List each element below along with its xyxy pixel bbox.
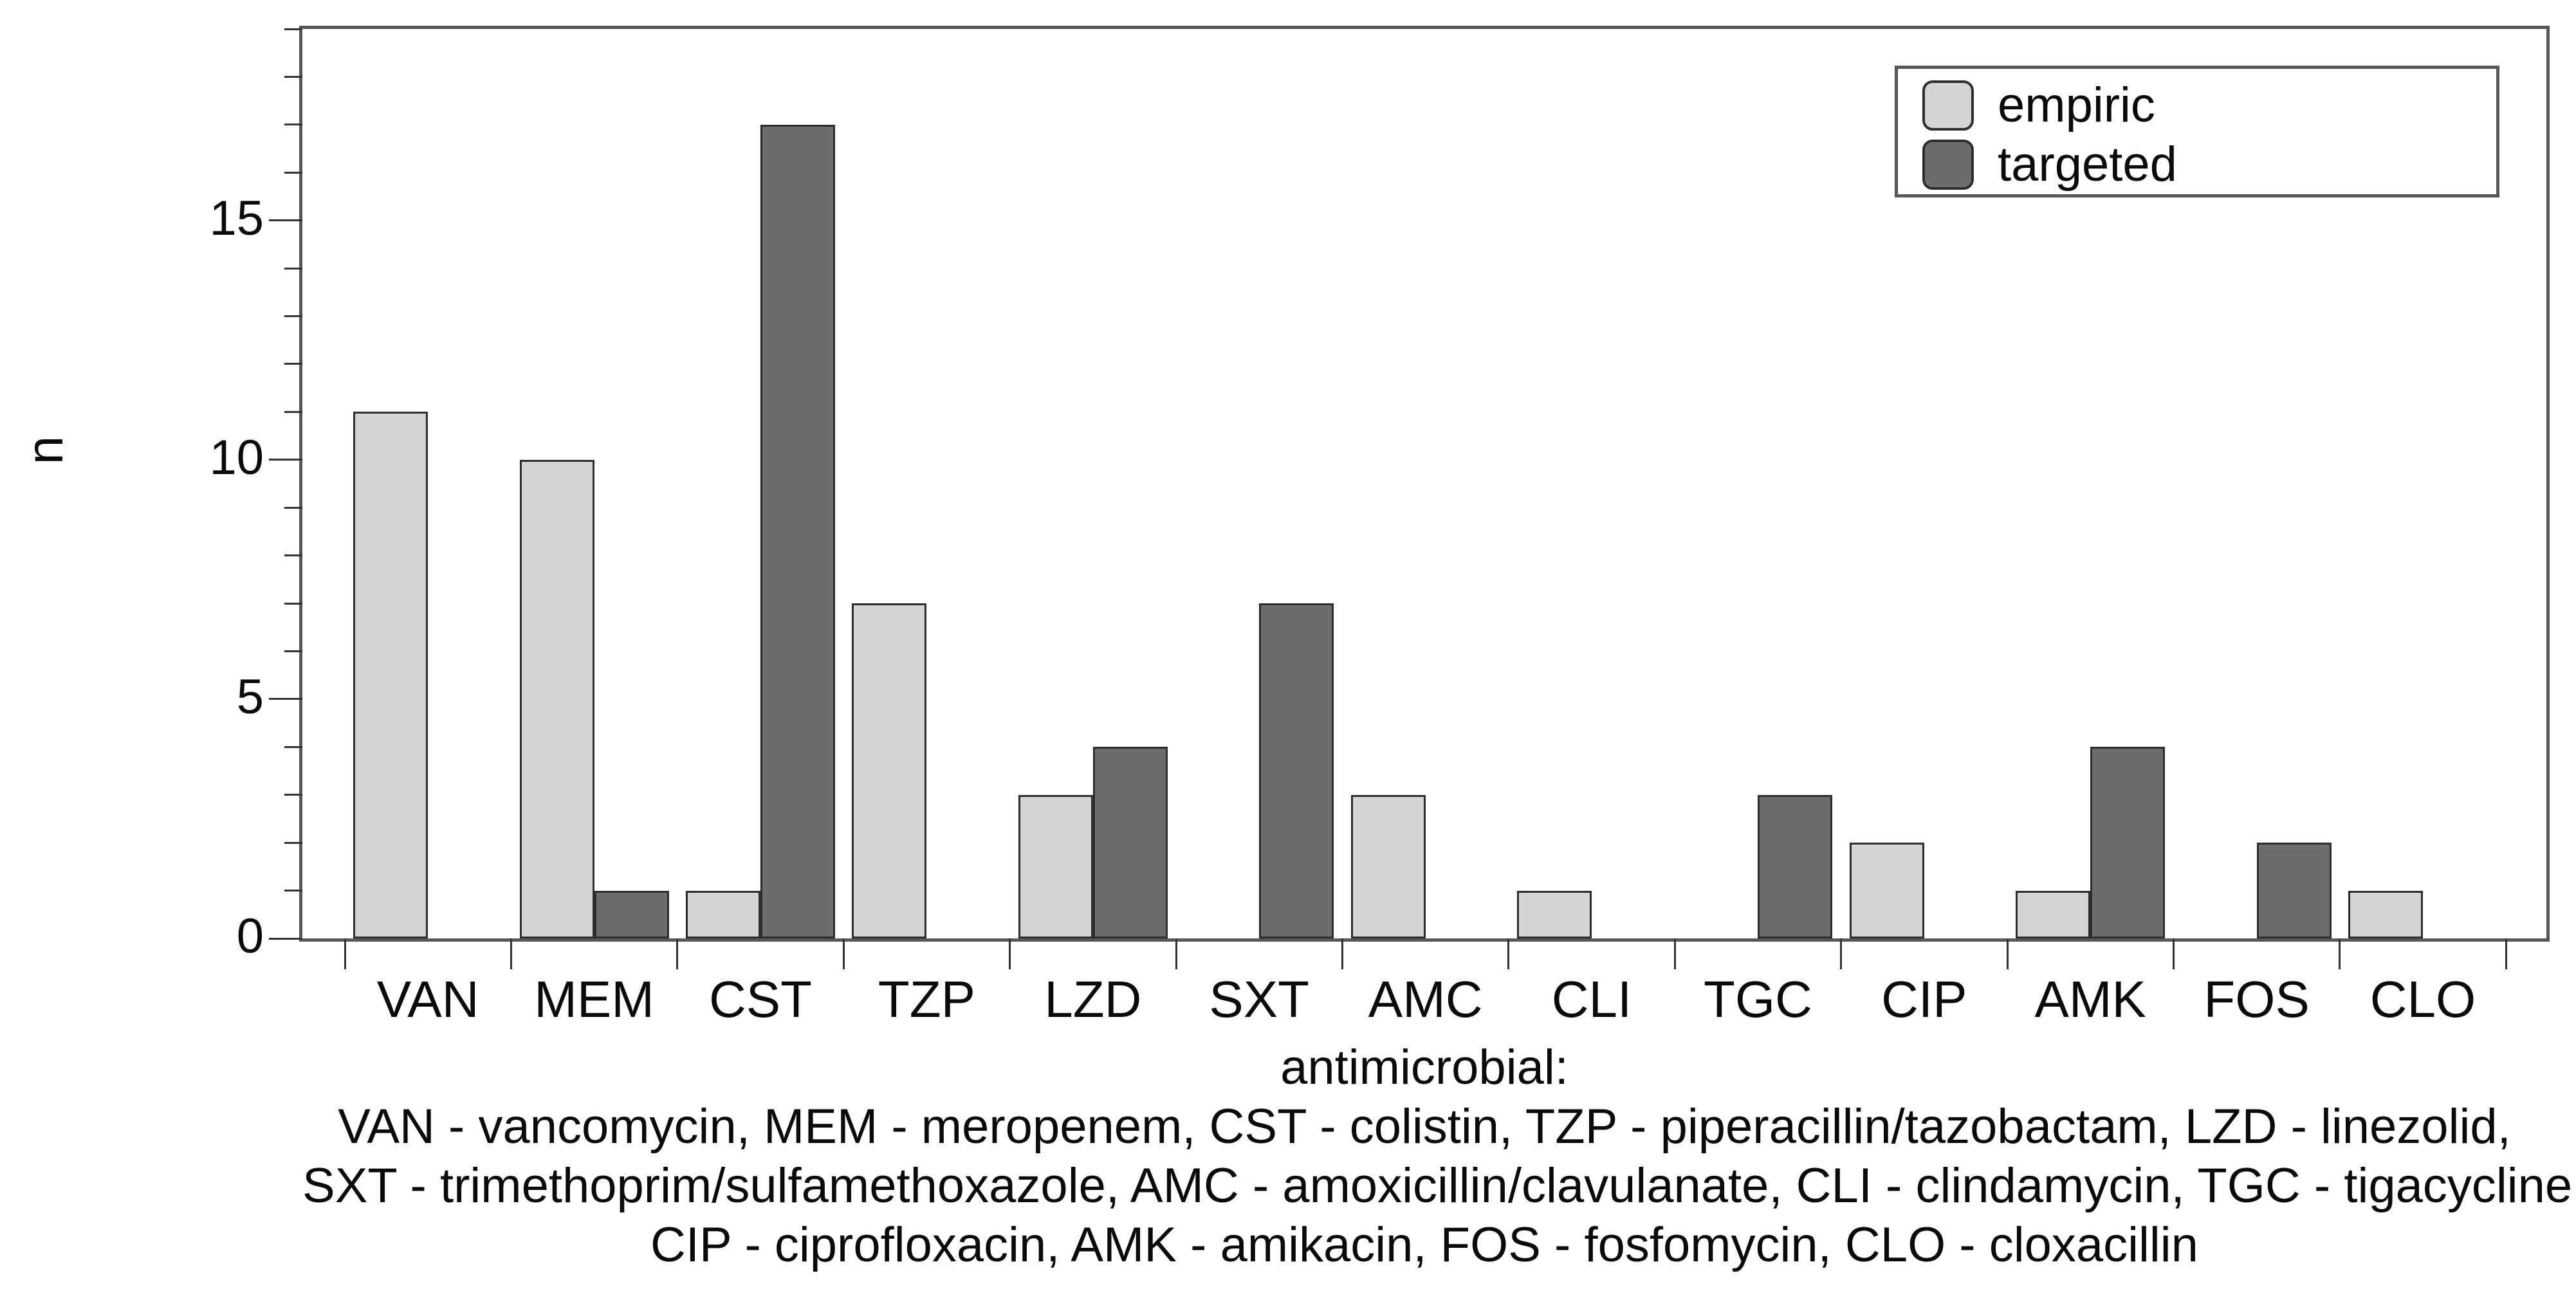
category-label-CLO: CLO [2369, 971, 2476, 1028]
bar-targeted-AMK [2090, 747, 2166, 938]
y-minor-tick [284, 650, 302, 652]
bar-empiric-CLO [2348, 891, 2423, 938]
category-label-TZP: TZP [878, 971, 975, 1028]
y-major-tick [269, 937, 302, 940]
x-tick [344, 938, 346, 969]
y-minor-tick [284, 890, 302, 892]
category-label-MEM: MEM [534, 971, 654, 1028]
y-minor-tick [284, 794, 302, 796]
x-axis-footnote: antimicrobial: VAN - vancomycin, MEM - m… [302, 1038, 2576, 1275]
category-label-LZD: LZD [1044, 971, 1142, 1028]
x-tick [2505, 938, 2507, 969]
category-label-VAN: VAN [376, 971, 479, 1028]
legend-swatch-empiric [1922, 80, 1974, 131]
bar-empiric-MEM [519, 460, 594, 938]
x-tick [1341, 938, 1343, 969]
legend: empiric targeted [1895, 66, 2499, 197]
category-label-AMC: AMC [1368, 971, 1483, 1028]
y-tick-label: 10 [209, 430, 264, 485]
bar-empiric-CST [686, 891, 760, 938]
y-minor-tick [284, 841, 302, 844]
category-label-SXT: SXT [1209, 971, 1309, 1028]
y-minor-tick [284, 28, 302, 30]
bar-targeted-MEM [594, 891, 669, 938]
x-tick [2172, 938, 2175, 969]
y-minor-tick [284, 123, 302, 126]
x-tick [676, 938, 679, 969]
bar-targeted-LZD [1092, 747, 1168, 938]
legend-label-targeted: targeted [1998, 137, 2177, 192]
category-label-CLI: CLI [1551, 971, 1632, 1028]
bar-targeted-CST [760, 125, 835, 938]
x-tick [510, 938, 512, 969]
bar-targeted-TGC [1758, 795, 1833, 938]
bar-empiric-AMK [2016, 891, 2091, 938]
y-tick-label: 5 [236, 669, 264, 724]
bar-targeted-FOS [2256, 843, 2332, 938]
y-major-tick [269, 219, 302, 222]
bar-empiric-AMC [1350, 795, 1426, 938]
bar-empiric-CLI [1517, 891, 1592, 938]
y-tick-label: 15 [209, 190, 264, 246]
y-minor-tick [284, 363, 302, 365]
y-minor-tick [284, 506, 302, 509]
category-label-CIP: CIP [1881, 971, 1967, 1028]
x-axis-title: antimicrobial: [1280, 1040, 1569, 1095]
y-minor-tick [284, 315, 302, 318]
y-minor-tick [284, 75, 302, 78]
y-tick-label: 0 [236, 909, 264, 964]
y-minor-tick [284, 602, 302, 605]
y-major-tick [269, 459, 302, 461]
bar-empiric-TZP [852, 603, 927, 938]
legend-label-empiric: empiric [1998, 78, 2155, 133]
y-minor-tick [284, 171, 302, 174]
y-minor-tick [284, 267, 302, 270]
y-major-tick [269, 698, 302, 700]
footnote-line-3: CIP - ciprofloxacin, AMK - amikacin, FOS… [650, 1218, 2198, 1272]
x-tick [1840, 938, 1843, 969]
y-minor-tick [284, 745, 302, 748]
bar-targeted-SXT [1259, 603, 1334, 938]
y-minor-tick [284, 410, 302, 413]
bar-empiric-LZD [1018, 795, 1093, 938]
y-minor-tick [284, 554, 302, 557]
category-label-TGC: TGC [1703, 971, 1812, 1028]
footnote-line-2: SXT - trimethoprim/sulfamethoxazole, AMC… [302, 1158, 2576, 1213]
bar-empiric-CIP [1849, 843, 1924, 938]
x-tick [842, 938, 845, 969]
category-label-FOS: FOS [2203, 971, 2310, 1028]
x-tick [2339, 938, 2341, 969]
x-tick [1175, 938, 1177, 969]
legend-swatch-targeted [1922, 140, 1974, 190]
x-tick [1507, 938, 1510, 969]
bar-empiric-VAN [353, 412, 428, 938]
category-label-CST: CST [709, 971, 812, 1028]
footnote-line-1: VAN - vancomycin, MEM - meropenem, CST -… [338, 1099, 2511, 1154]
category-label-AMK: AMK [2034, 971, 2146, 1028]
x-tick [1673, 938, 1676, 969]
x-tick [2006, 938, 2009, 969]
x-tick [1009, 938, 1011, 969]
